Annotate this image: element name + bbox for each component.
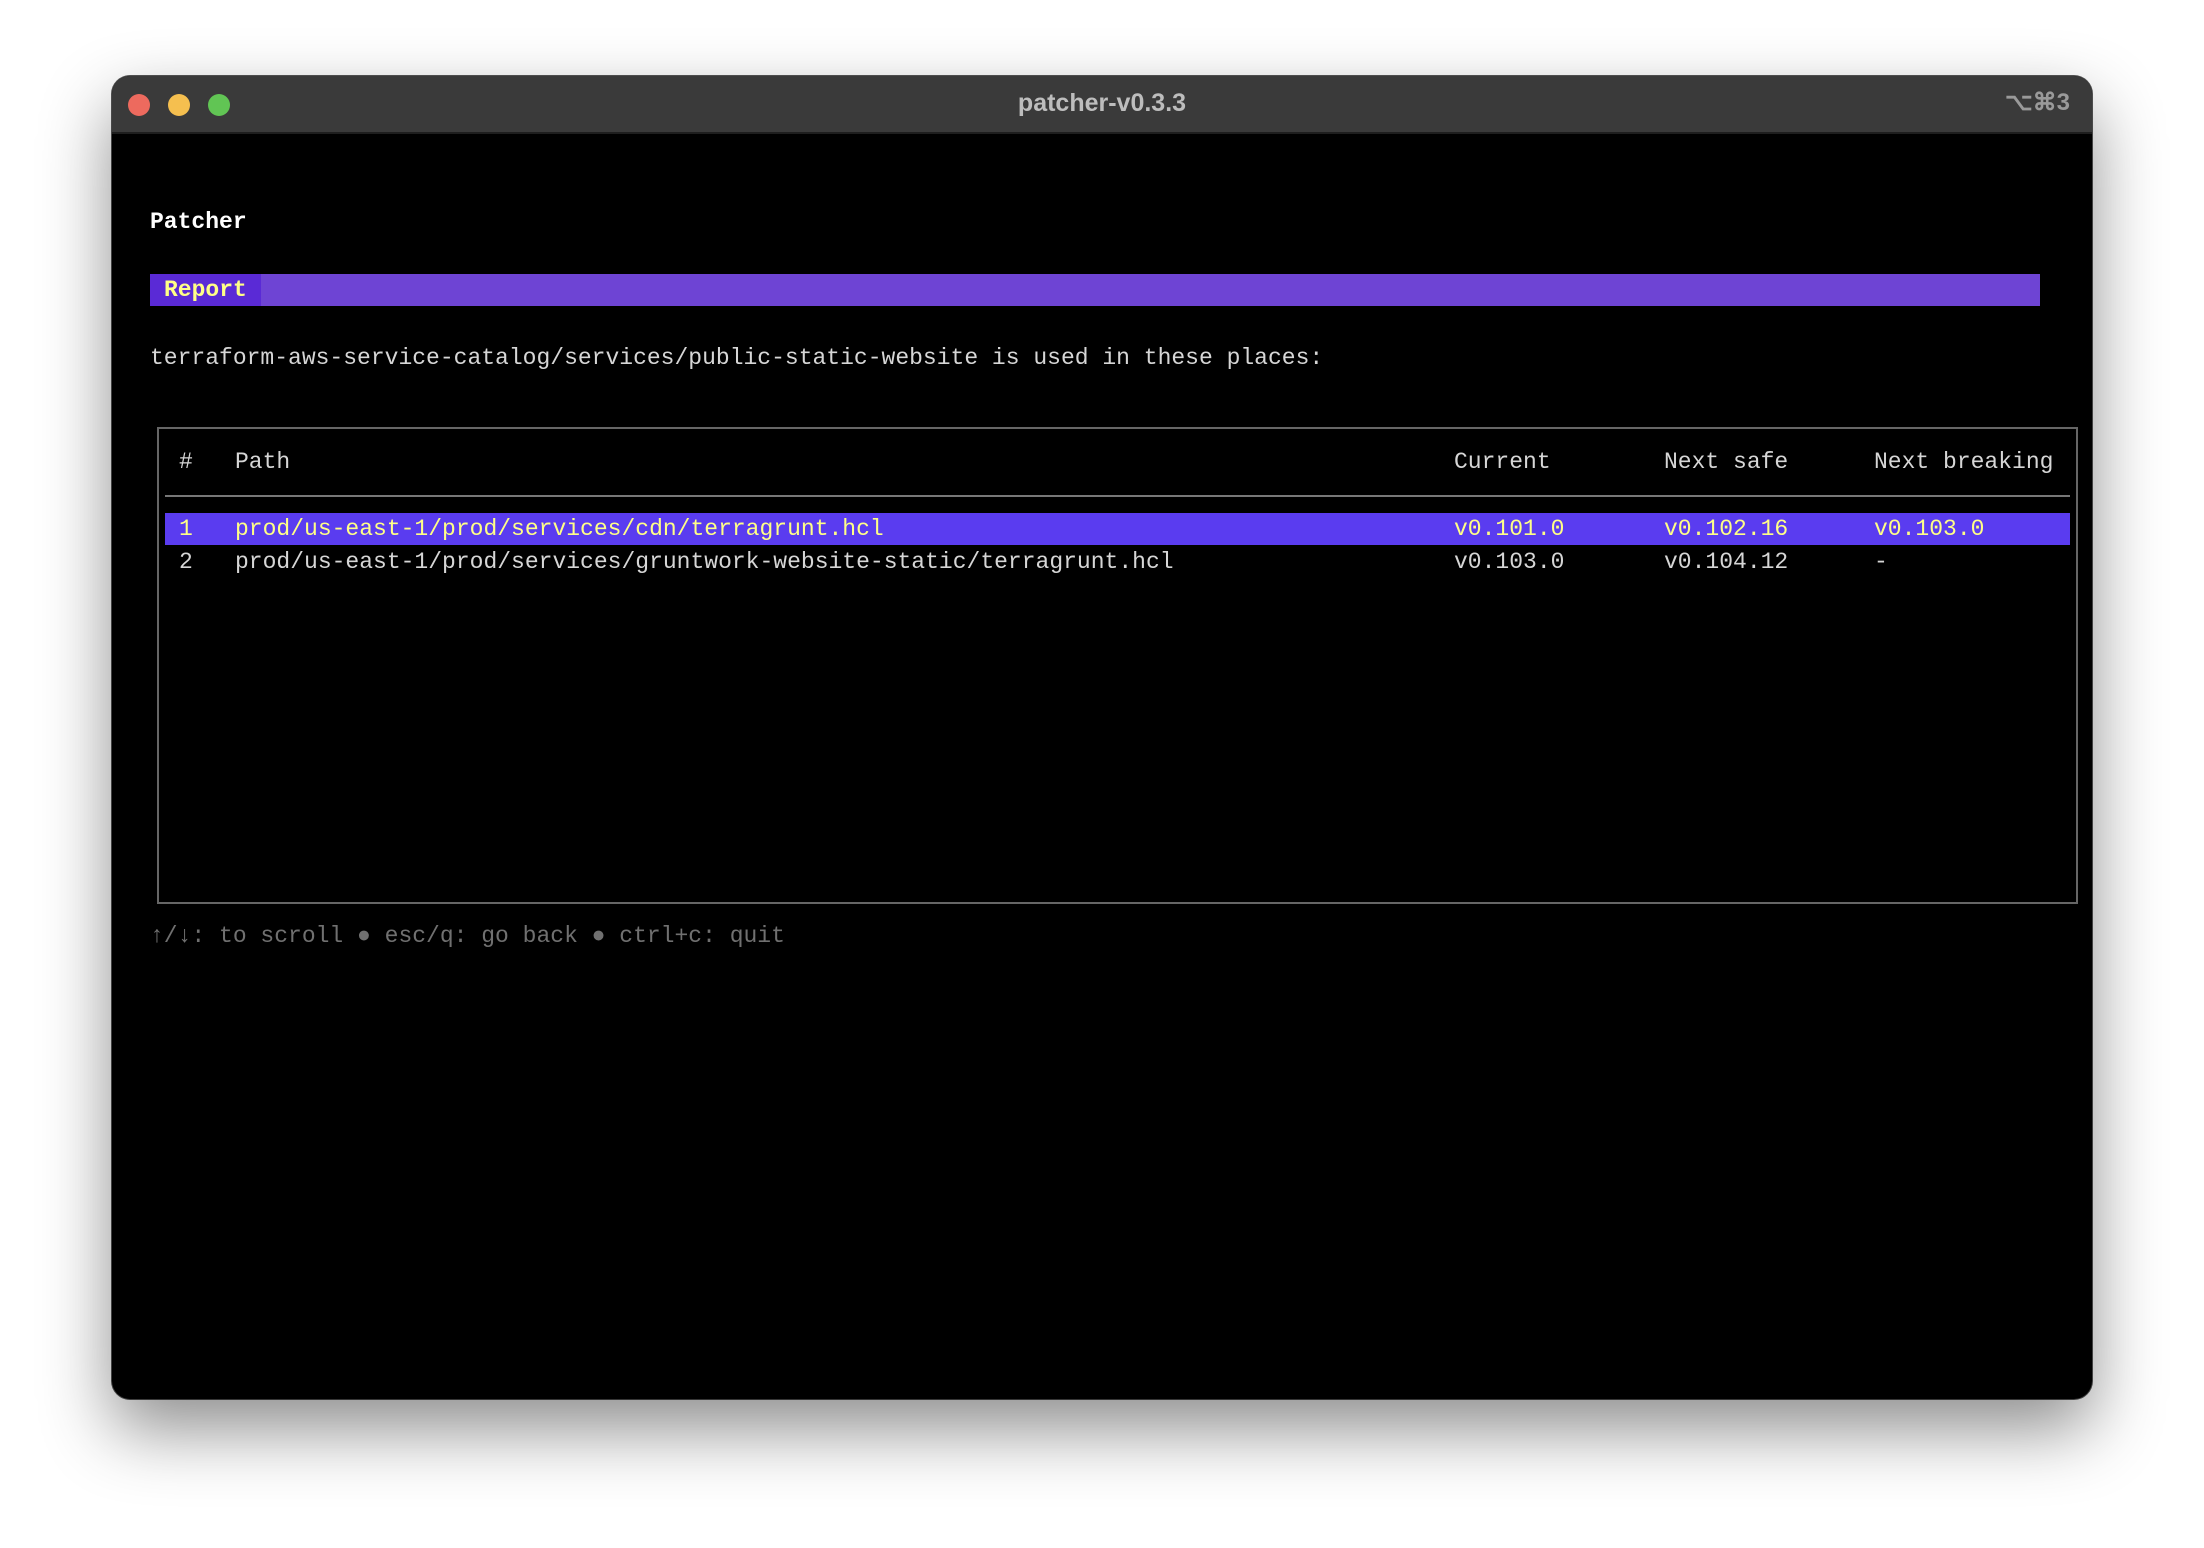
table-row[interactable]: 2 prod/us-east-1/prod/services/gruntwork…: [165, 546, 2070, 578]
row-current: v0.101.0: [1454, 516, 1565, 542]
row-next-breaking: v0.103.0: [1874, 516, 1985, 542]
row-path: prod/us-east-1/prod/services/gruntwork-w…: [235, 549, 1174, 575]
column-header-current: Current: [1454, 449, 1551, 475]
terminal-window: patcher-v0.3.3 ⌥⌘3 Patcher Report terraf…: [112, 76, 2092, 1399]
row-path: prod/us-east-1/prod/services/cdn/terragr…: [235, 516, 884, 542]
title-bar: patcher-v0.3.3 ⌥⌘3: [112, 76, 2092, 134]
help-hint: ↑/↓: to scroll ● esc/q: go back ● ctrl+c…: [150, 923, 785, 949]
minimize-button[interactable]: [168, 94, 190, 116]
column-header-next-safe: Next safe: [1664, 449, 1789, 475]
window-title: patcher-v0.3.3: [1017, 89, 1187, 117]
row-current: v0.103.0: [1454, 549, 1565, 575]
window-shortcut: ⌥⌘3: [2004, 89, 2070, 116]
row-next-safe: v0.104.12: [1664, 549, 1789, 575]
header-divider: [165, 495, 2070, 497]
table-row[interactable]: 1 prod/us-east-1/prod/services/cdn/terra…: [165, 513, 2070, 545]
description: terraform-aws-service-catalog/services/p…: [150, 345, 1324, 371]
tab-bar: Report: [150, 274, 2040, 306]
terminal-content: Patcher Report terraform-aws-service-cat…: [112, 134, 2092, 1399]
column-header-number: #: [179, 449, 193, 475]
column-header-next-breaking: Next breaking: [1874, 449, 2054, 475]
zoom-button[interactable]: [208, 94, 230, 116]
row-number: 2: [179, 549, 193, 575]
close-button[interactable]: [128, 94, 150, 116]
tab-report[interactable]: Report: [150, 274, 261, 306]
column-header-path: Path: [235, 449, 291, 475]
results-table: # Path Current Next safe Next breaking 1…: [157, 427, 2078, 904]
row-next-safe: v0.102.16: [1664, 516, 1789, 542]
app-name: Patcher: [150, 209, 247, 235]
row-number: 1: [179, 516, 193, 542]
row-next-breaking: -: [1874, 549, 1888, 575]
